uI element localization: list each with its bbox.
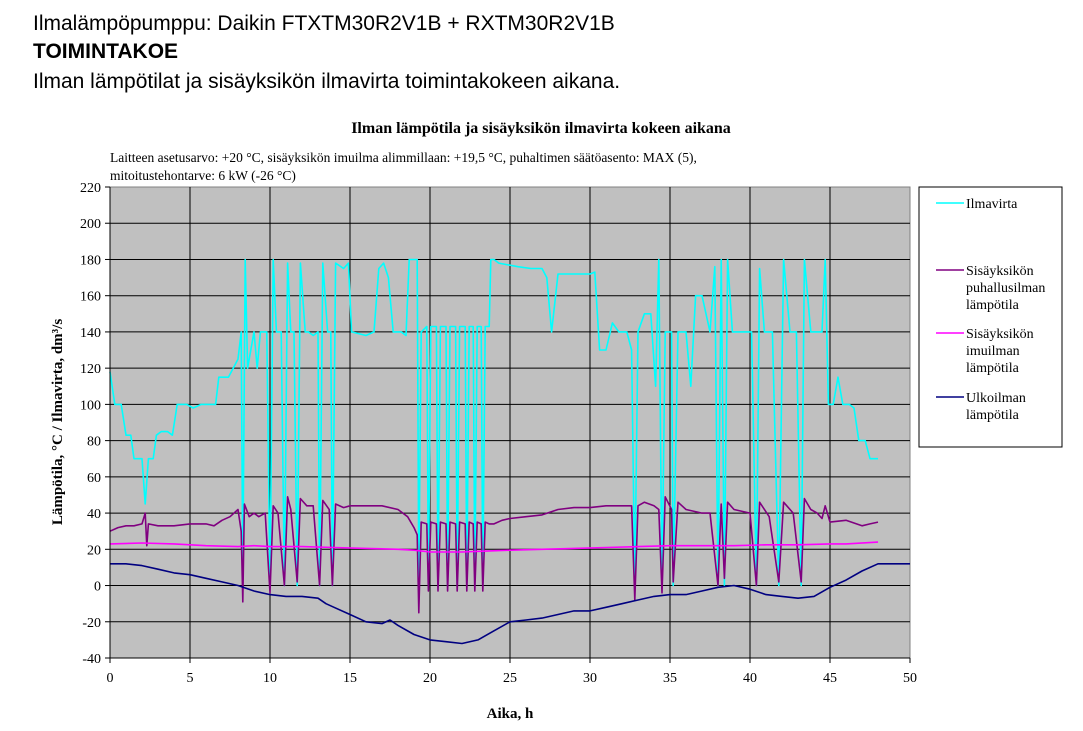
legend-label: Ulkoilman (966, 391, 1026, 406)
x-tick-label: 25 (503, 671, 517, 686)
x-tick-label: 45 (823, 671, 837, 686)
legend-label: puhallusilman (966, 281, 1045, 296)
chart-subtitle-line-2: mitoitustehontarve: 6 kW (-26 °C) (110, 168, 296, 183)
header-line-3: Ilman lämpötilat ja sisäyksikön ilmavirt… (33, 70, 621, 93)
y-axis-label: Lämpötila, °C / Ilmavirta, dm³/s (50, 319, 66, 525)
y-tick-label: 60 (87, 471, 101, 486)
x-tick-label: 35 (663, 671, 677, 686)
y-tick-label: 160 (80, 290, 101, 305)
legend: Ilmavirta Sisäyksikön puhallusilman lämpöti… (918, 186, 1063, 448)
header-line-1: Ilmalämpöpumppu: Daikin FTXTM30R2V1B + R… (33, 12, 615, 35)
chart-subtitle-line-1: Laitteen asetusarvo: +20 °C, sisäyksikön… (110, 150, 697, 165)
x-tick-label: 10 (263, 671, 277, 686)
y-tick-label: -20 (82, 616, 101, 631)
legend-label: imuilman (966, 344, 1020, 359)
legend-label: Sisäyksikön (966, 264, 1034, 279)
series-layer (109, 258, 910, 645)
y-tick-label: 80 (87, 435, 101, 450)
x-tick-label: 0 (107, 671, 114, 686)
legend-puhallusilma: Sisäyksikön puhallusilman lämpötila (936, 264, 1045, 313)
legend-ulkoilma: Ulkoilman lämpötila (936, 391, 1026, 423)
y-tick-label: 140 (80, 326, 101, 341)
x-axis-label: Aika, h (487, 706, 534, 722)
legend-label: lämpötila (966, 298, 1020, 313)
puhallusilma-series (109, 495, 879, 614)
chart-title: Ilman lämpötila ja sisäyksikön ilmavirta… (351, 120, 731, 137)
x-tick-label: 40 (743, 671, 757, 686)
ulkoilma-series (110, 562, 910, 645)
y-tick-label: 0 (94, 580, 101, 595)
x-tick-label: 50 (903, 671, 917, 686)
x-tick-label: 30 (583, 671, 597, 686)
x-tick-label: 15 (343, 671, 357, 686)
x-tick-label: 5 (187, 671, 194, 686)
y-tick-label: 120 (80, 362, 101, 377)
legend-label: lämpötila (966, 408, 1020, 423)
y-tick-label: 100 (80, 398, 101, 413)
legend-ilmavirta: Ilmavirta (936, 197, 1018, 212)
imuilma-series (109, 541, 879, 553)
header-line-2: TOIMINTAKOE (33, 40, 179, 63)
y-tick-label: -40 (82, 652, 101, 667)
y-tick-label: 20 (87, 543, 101, 558)
y-tick-label: 200 (80, 217, 101, 232)
legend-label: Ilmavirta (966, 197, 1018, 212)
legend-label: lämpötila (966, 361, 1020, 376)
y-tick-label: 220 (80, 181, 101, 196)
legend-label: Sisäyksikön (966, 327, 1034, 342)
y-tick-label: 40 (87, 507, 101, 522)
y-tick-label: 180 (80, 253, 101, 268)
legend-imuilma: Sisäyksikön imuilman lämpötila (936, 327, 1034, 376)
x-tick-label: 20 (423, 671, 437, 686)
legend-box (918, 186, 1063, 448)
